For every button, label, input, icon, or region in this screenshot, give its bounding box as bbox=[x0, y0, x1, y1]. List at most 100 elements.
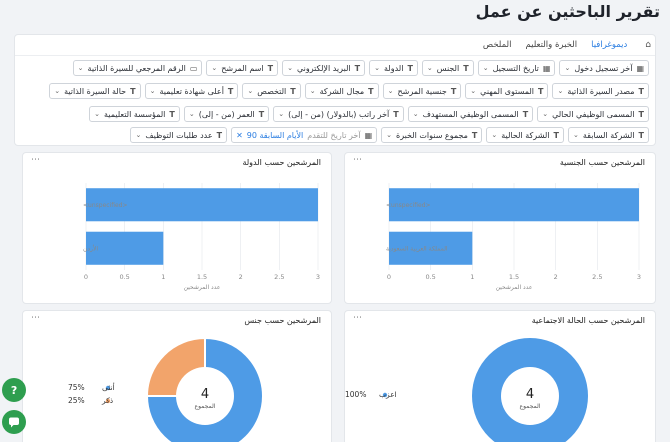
text-icon: T bbox=[522, 109, 529, 119]
more-options-icon[interactable]: ⋯ bbox=[353, 155, 363, 165]
filter-chip-label: المسمى الوظيفي الحالي bbox=[552, 109, 635, 119]
more-options-icon[interactable]: ⋯ bbox=[31, 155, 41, 165]
filter-chip[interactable]: T آخر راتب (بالدولار) (من - إلى) ⌄ bbox=[273, 106, 404, 122]
text-icon: T bbox=[463, 63, 469, 73]
filter-chip-sublabel: آخر تاريخ للتقدم bbox=[307, 130, 361, 140]
filter-chip[interactable]: T جنسية المرشح ⌄ bbox=[382, 83, 462, 99]
donut-hole bbox=[176, 367, 234, 425]
total-label: المجموع bbox=[195, 403, 216, 410]
filter-chip[interactable]: T الشركة السابقة ⌄ bbox=[568, 127, 649, 143]
filter-chip-label: أعلى شهادة تعليمية bbox=[159, 86, 224, 96]
filter-row: ▦ آخر تسجيل دخول ⌄ ▦ تاريخ التسجيل ⌄ T الجنس ⌄ T ا… bbox=[72, 60, 649, 76]
filter-chip[interactable]: T الشركة الحالية ⌄ bbox=[486, 127, 564, 143]
filter-chip[interactable]: T حالة السيرة الذاتية ⌄ bbox=[49, 83, 141, 99]
dashboard-icon[interactable]: ⌂ bbox=[645, 40, 651, 50]
chevron-down-icon: ⌄ bbox=[77, 64, 84, 72]
text-icon: T bbox=[267, 63, 274, 73]
bar bbox=[389, 231, 473, 265]
filter-chip-label: الدولة bbox=[383, 63, 404, 73]
calendar-icon: ▦ bbox=[364, 130, 373, 140]
tick-label: 0 bbox=[387, 273, 391, 281]
chevron-down-icon: ⌄ bbox=[426, 64, 433, 72]
chat-button[interactable] bbox=[2, 410, 26, 434]
country-bar-chart: 0 0.5 1 1.5 2 2.5 3 <unspecified> الأردن عدد المر… bbox=[83, 183, 320, 291]
filter-chip-label: الجنس bbox=[436, 63, 460, 73]
help-button[interactable]: ? bbox=[2, 378, 26, 402]
help-icon: ? bbox=[10, 383, 18, 397]
legend-label: اعزب bbox=[379, 390, 397, 399]
filter-chip[interactable]: T المسمى الوظيفي المستهدف ⌄ bbox=[407, 106, 534, 122]
text-icon: T bbox=[258, 109, 265, 119]
filters-panel: ⌂ ديموغرافيا الخبرة والتعليم الملخص ▦ آخر… bbox=[14, 34, 656, 146]
filter-chip-label: حالة السيرة الذاتية bbox=[64, 86, 127, 96]
text-icon: T bbox=[227, 86, 234, 96]
legend-value: 25% bbox=[68, 396, 85, 405]
tick-label: 2 bbox=[239, 273, 243, 281]
filter-row: T مصدر السيرة الذاتية ⌄ T المستوى المهني ⌄ T جن… bbox=[49, 83, 649, 99]
filter-chip[interactable]: ▦ تاريخ التسجيل ⌄ bbox=[477, 60, 556, 76]
tick-label: 1.5 bbox=[197, 273, 207, 281]
filter-chip-label: المؤسسة التعليمية bbox=[103, 109, 166, 119]
chevron-down-icon: ⌄ bbox=[482, 64, 489, 72]
tab-experience-education[interactable]: الخبرة والتعليم bbox=[525, 40, 578, 50]
filter-chip[interactable]: ▭ الرقم المرجعي للسيرة الذاتية ⌄ bbox=[72, 60, 203, 76]
bar bbox=[86, 231, 164, 265]
filter-chip-label: آخر تسجيل دخول bbox=[574, 63, 633, 73]
legend-label: ذكر bbox=[101, 396, 113, 405]
text-icon: T bbox=[553, 130, 559, 140]
filter-chip[interactable]: ▦ آخر تاريخ للتقدم الأيام السابقة 90 ✕ bbox=[231, 127, 378, 143]
clear-icon[interactable]: ✕ bbox=[236, 130, 243, 140]
total-value: 4 bbox=[201, 387, 209, 402]
filter-chip[interactable]: T المستوى المهني ⌄ bbox=[465, 83, 549, 99]
text-icon: T bbox=[471, 130, 478, 140]
text-icon: T bbox=[290, 86, 296, 96]
filter-chip[interactable]: T عدد طلبات التوظيف ⌄ bbox=[130, 127, 228, 143]
filter-chip[interactable]: T المسمى الوظيفي الحالي ⌄ bbox=[537, 106, 649, 122]
filter-chip-label: الشركة الحالية bbox=[501, 130, 550, 140]
tick-label: 0 bbox=[84, 273, 88, 281]
legend-dot bbox=[382, 392, 388, 398]
filter-chip-label: اسم المرشح bbox=[221, 63, 264, 73]
filter-chip-label: عدد طلبات التوظيف bbox=[145, 130, 213, 140]
tab-summary[interactable]: الملخص bbox=[482, 40, 512, 50]
tick-label: 1 bbox=[470, 273, 474, 281]
card-title: المرشحين حسب الحالة الاجتماعية bbox=[531, 316, 645, 325]
filter-chip[interactable]: T التخصص ⌄ bbox=[242, 83, 301, 99]
filter-chip-label: المستوى المهني bbox=[480, 86, 534, 96]
tick-label: 3 bbox=[316, 273, 320, 281]
filter-chip[interactable]: T الجنس ⌄ bbox=[421, 60, 474, 76]
filter-chip[interactable]: T مجال الشركة ⌄ bbox=[304, 83, 379, 99]
chevron-down-icon: ⌄ bbox=[374, 64, 380, 72]
total-label: المجموع bbox=[520, 403, 541, 410]
card-nationality: المرشحين حسب الجنسية ⋯ 0 0.5 1 1.5 2 2.5 3 <uns… bbox=[344, 152, 656, 304]
more-options-icon[interactable]: ⋯ bbox=[353, 313, 363, 323]
tick-label: 1.5 bbox=[509, 273, 519, 281]
text-icon: T bbox=[638, 109, 644, 119]
more-options-icon[interactable]: ⋯ bbox=[31, 313, 41, 323]
bar bbox=[86, 188, 318, 222]
tick-label: 2.5 bbox=[274, 273, 284, 281]
filter-chip[interactable]: T اسم المرشح ⌄ bbox=[206, 60, 279, 76]
filter-chip-label: الأيام السابقة 90 bbox=[246, 130, 304, 140]
filter-chip[interactable]: T مصدر السيرة الذاتية ⌄ bbox=[552, 83, 649, 99]
tick-label: 2.5 bbox=[592, 273, 602, 281]
filter-chip[interactable]: T المؤسسة التعليمية ⌄ bbox=[89, 106, 180, 122]
filter-chip-label: مصدر السيرة الذاتية bbox=[567, 86, 635, 96]
text-icon: T bbox=[216, 130, 223, 140]
chevron-down-icon: ⌄ bbox=[557, 87, 564, 95]
filter-chip[interactable]: T أعلى شهادة تعليمية ⌄ bbox=[144, 83, 239, 99]
filter-chip[interactable]: T البريد الإلكتروني ⌄ bbox=[282, 60, 366, 76]
legend-label: أنثى bbox=[102, 382, 115, 392]
chevron-down-icon: ⌄ bbox=[309, 87, 316, 95]
legend-value: 75% bbox=[68, 383, 85, 392]
filter-chip[interactable]: T العمر (من - إلى) ⌄ bbox=[183, 106, 270, 122]
filter-chip[interactable]: ▦ آخر تسجيل دخول ⌄ bbox=[559, 60, 649, 76]
filter-chip[interactable]: T مجموع سنوات الخبرة ⌄ bbox=[381, 127, 483, 143]
filter-chip[interactable]: T الدولة ⌄ bbox=[369, 60, 418, 76]
filter-row: T الشركة السابقة ⌄ T الشركة الحالية ⌄ T مجموع س… bbox=[130, 127, 649, 143]
chevron-down-icon: ⌄ bbox=[542, 110, 549, 118]
id-card-icon: ▭ bbox=[189, 63, 198, 73]
filter-chip-label: الرقم المرجعي للسيرة الذاتية bbox=[87, 63, 186, 73]
card-country: المرشحين حسب الدولة ⋯ 0 0.5 1 1.5 2 2.5 3 <unsp… bbox=[22, 152, 332, 304]
tab-demographics[interactable]: ديموغرافيا bbox=[591, 40, 628, 50]
